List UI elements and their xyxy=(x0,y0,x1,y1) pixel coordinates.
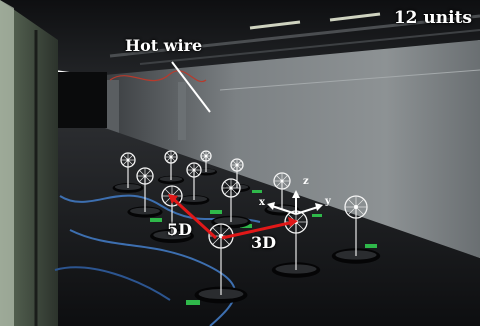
tape-marker xyxy=(210,210,222,214)
tunnel-wall xyxy=(105,40,480,258)
streamwise-spacing-label: 5D xyxy=(167,220,193,239)
wall-seam xyxy=(219,69,480,91)
wall-frame xyxy=(105,80,119,135)
tunnel-end xyxy=(55,72,107,128)
turbine-hub xyxy=(229,186,233,190)
tape-marker xyxy=(312,214,322,217)
ceiling xyxy=(0,0,480,92)
turbine-array xyxy=(112,150,381,304)
arrowhead xyxy=(168,194,178,204)
spacing-arrow-3d xyxy=(221,220,295,240)
y-axis-line xyxy=(295,206,319,215)
turbine-hub xyxy=(280,179,284,183)
spanwise-spacing-label: 3D xyxy=(251,233,277,252)
turbine-hub xyxy=(169,155,173,159)
tunnel-floor xyxy=(30,128,480,326)
side-window xyxy=(0,0,58,326)
x-axis-label: x xyxy=(259,197,265,208)
turbine-hub xyxy=(235,163,239,167)
turbine-hub xyxy=(126,158,130,162)
turbine-model xyxy=(112,152,144,193)
spacing-arrow-5d xyxy=(168,194,218,240)
turbine-model xyxy=(178,162,210,205)
tape-marker xyxy=(365,244,377,248)
turbine-hub xyxy=(354,205,358,209)
arrowhead xyxy=(267,202,275,210)
tape-marker xyxy=(252,190,262,193)
turbine-model xyxy=(331,195,381,264)
hot-wire-pointer xyxy=(171,61,211,113)
turbine-model xyxy=(127,167,163,218)
turbine-hub xyxy=(204,154,208,158)
y-axis-label: y xyxy=(325,196,331,207)
ceiling-beam xyxy=(109,14,480,58)
cable xyxy=(54,266,171,301)
turbine-hub xyxy=(192,168,196,172)
window-frame xyxy=(0,0,14,326)
cable xyxy=(69,229,236,326)
turbine-model xyxy=(157,150,185,185)
ceiling-beam xyxy=(139,29,480,65)
tape-marker xyxy=(150,218,162,222)
arrowhead xyxy=(288,217,298,227)
tape-marker xyxy=(186,300,200,305)
turbine-hub xyxy=(143,174,147,178)
ceiling-light xyxy=(249,20,301,30)
wall-frame xyxy=(178,82,186,140)
arrowhead xyxy=(292,190,300,198)
z-axis-label: z xyxy=(303,176,309,187)
probe-wiring xyxy=(109,70,207,83)
unit-count-label: 12 units xyxy=(393,8,472,28)
hot-wire-label: Hot wire xyxy=(125,36,203,55)
ceiling-light xyxy=(329,12,381,22)
x-axis-line xyxy=(271,205,297,215)
arrowhead xyxy=(315,203,323,211)
